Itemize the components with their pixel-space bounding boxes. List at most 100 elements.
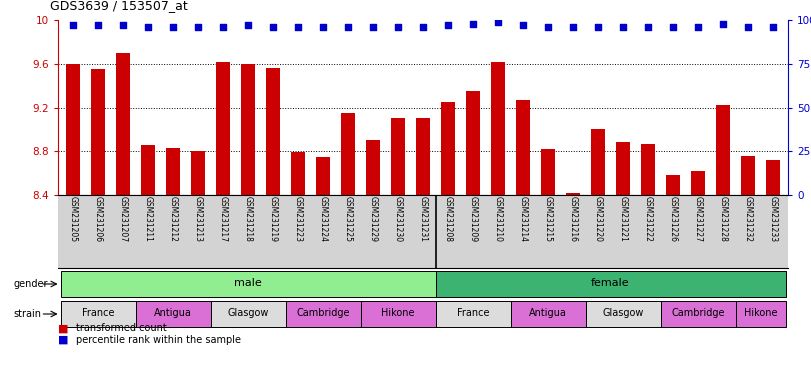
Bar	[291, 152, 305, 195]
Bar	[166, 148, 180, 195]
Text: female: female	[591, 278, 630, 288]
Bar	[61, 271, 436, 296]
Point	[766, 24, 779, 30]
Bar	[591, 129, 605, 195]
Text: GSM231228: GSM231228	[719, 197, 727, 242]
Text: GSM231208: GSM231208	[444, 197, 453, 242]
Point	[141, 24, 154, 30]
Text: Antigua: Antigua	[154, 308, 192, 318]
Bar	[61, 301, 135, 327]
Bar	[441, 102, 455, 195]
Bar	[266, 68, 280, 195]
Text: GSM231229: GSM231229	[368, 197, 377, 242]
Point	[267, 24, 280, 30]
Bar	[391, 118, 405, 195]
Point	[542, 24, 555, 30]
Point	[417, 24, 430, 30]
Bar	[341, 113, 355, 195]
Text: Antigua: Antigua	[529, 308, 567, 318]
Text: GSM231211: GSM231211	[144, 197, 152, 242]
Bar	[361, 301, 436, 327]
Point	[567, 24, 580, 30]
Bar	[741, 156, 755, 195]
Bar	[586, 301, 660, 327]
Point	[642, 24, 654, 30]
Point	[667, 24, 680, 30]
Point	[166, 24, 179, 30]
Bar	[516, 100, 530, 195]
Text: GSM231209: GSM231209	[469, 197, 478, 243]
Bar	[666, 175, 680, 195]
Point	[92, 22, 105, 28]
Bar	[691, 171, 705, 195]
Bar	[510, 301, 586, 327]
Text: France: France	[457, 308, 489, 318]
Bar	[466, 91, 480, 195]
Text: GSM231232: GSM231232	[744, 197, 753, 242]
Bar	[141, 145, 155, 195]
Bar	[541, 149, 555, 195]
Text: GSM231227: GSM231227	[693, 197, 702, 242]
Text: transformed count: transformed count	[76, 323, 166, 333]
Bar	[241, 64, 255, 195]
Point	[191, 24, 204, 30]
Bar	[616, 142, 630, 195]
Point	[591, 24, 604, 30]
Point	[217, 24, 230, 30]
Text: GSM231206: GSM231206	[93, 197, 102, 243]
Text: Glasgow: Glasgow	[227, 308, 268, 318]
Text: Cambridge: Cambridge	[296, 308, 350, 318]
Point	[392, 24, 405, 30]
Text: Hikone: Hikone	[381, 308, 414, 318]
Bar	[436, 301, 510, 327]
Text: Glasgow: Glasgow	[603, 308, 644, 318]
Text: GSM231231: GSM231231	[418, 197, 427, 242]
Text: GSM231221: GSM231221	[619, 197, 628, 242]
Text: GSM231216: GSM231216	[569, 197, 577, 242]
Point	[341, 24, 354, 30]
Bar	[736, 301, 786, 327]
Bar	[642, 144, 654, 195]
Text: gender: gender	[14, 279, 48, 289]
Bar	[191, 151, 205, 195]
Bar	[716, 105, 730, 195]
Point	[242, 22, 255, 28]
Text: percentile rank within the sample: percentile rank within the sample	[76, 335, 241, 345]
Text: GSM231220: GSM231220	[594, 197, 603, 242]
Point	[466, 20, 479, 26]
Text: ■: ■	[58, 335, 68, 345]
Bar	[285, 301, 361, 327]
Point	[491, 19, 504, 25]
Text: ■: ■	[58, 323, 68, 333]
Text: GSM231226: GSM231226	[668, 197, 677, 242]
Text: GSM231210: GSM231210	[494, 197, 503, 242]
Bar	[116, 53, 130, 195]
Text: GSM231214: GSM231214	[518, 197, 527, 242]
Point	[741, 24, 754, 30]
Text: male: male	[234, 278, 262, 288]
Text: GSM231217: GSM231217	[218, 197, 228, 242]
Bar	[436, 271, 786, 296]
Bar	[660, 301, 736, 327]
Text: Cambridge: Cambridge	[672, 308, 725, 318]
Bar	[67, 64, 79, 195]
Text: GSM231224: GSM231224	[319, 197, 328, 242]
Text: GSM231225: GSM231225	[344, 197, 353, 242]
Point	[441, 22, 454, 28]
Bar	[491, 61, 505, 195]
Bar	[316, 157, 330, 195]
Bar	[766, 160, 780, 195]
Bar	[416, 118, 430, 195]
Text: strain: strain	[14, 309, 41, 319]
Bar	[211, 301, 285, 327]
Point	[517, 22, 530, 28]
Text: GSM231219: GSM231219	[268, 197, 277, 242]
Text: GSM231215: GSM231215	[543, 197, 552, 242]
Point	[616, 24, 629, 30]
Point	[716, 20, 729, 26]
Point	[367, 24, 380, 30]
Point	[692, 24, 705, 30]
Text: GSM231205: GSM231205	[68, 197, 78, 243]
Text: GSM231207: GSM231207	[118, 197, 127, 243]
Text: GSM231223: GSM231223	[294, 197, 303, 242]
